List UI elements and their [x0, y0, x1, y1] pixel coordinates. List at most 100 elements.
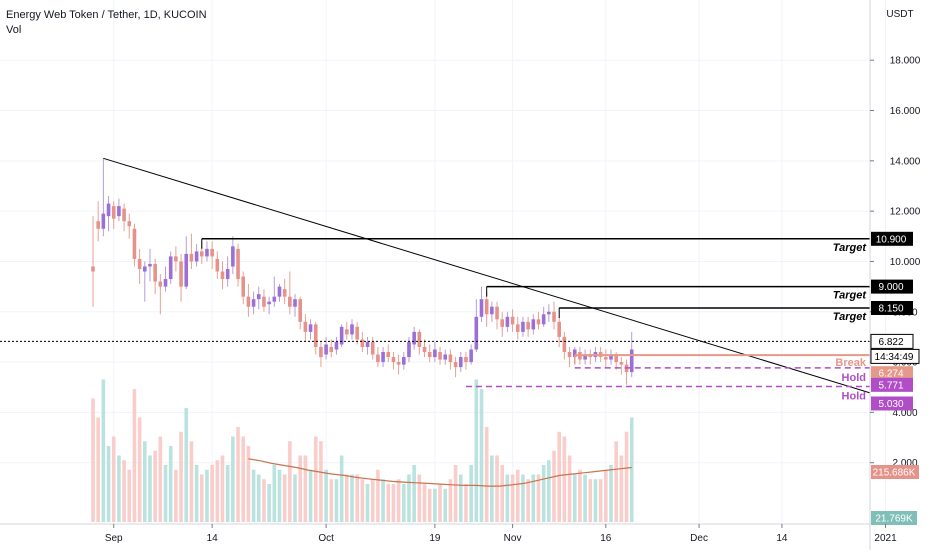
- candle-body: [505, 316, 510, 327]
- candle-body: [355, 326, 359, 340]
- volume-bar: [541, 465, 546, 522]
- candle-body: [231, 246, 235, 267]
- x-tick-label: 14: [776, 533, 788, 544]
- candle: [122, 203, 126, 232]
- volume-bar: [552, 450, 556, 522]
- candle-body: [557, 321, 561, 337]
- volume-bar: [163, 465, 168, 522]
- volume-bar: [241, 436, 246, 522]
- target-price-tag: [871, 279, 913, 294]
- candle-body: [391, 357, 396, 363]
- candle-body: [256, 294, 261, 300]
- volume-bar: [132, 389, 137, 522]
- volume-bar: [510, 474, 515, 522]
- volume-bar: [122, 460, 126, 522]
- hold-price-tag: [871, 396, 913, 411]
- candle-body: [484, 299, 489, 315]
- candle-body: [251, 299, 256, 307]
- candle: [137, 248, 142, 285]
- candle: [319, 341, 323, 368]
- volume-bar: [225, 465, 230, 522]
- price-axis[interactable]: USDT18.00016.00014.00012.00010.0008.0006…: [869, 0, 921, 550]
- candle-body: [604, 357, 608, 360]
- candle-body: [153, 263, 157, 282]
- volume-bar: [267, 484, 271, 522]
- volume-bar: [453, 465, 458, 522]
- symbol-title[interactable]: Energy Web Token / Tether, 1D, KUCOIN: [6, 9, 207, 21]
- volume-bar: [210, 465, 214, 522]
- candle: [293, 294, 297, 317]
- candle-body: [91, 266, 95, 272]
- candle-body: [246, 296, 251, 307]
- candle-body: [350, 324, 354, 335]
- volume-bar: [205, 469, 209, 522]
- candle: [210, 241, 214, 269]
- candle: [422, 339, 427, 358]
- candle-body: [282, 289, 287, 297]
- candle-body: [510, 316, 515, 325]
- volume-bar: [614, 441, 618, 522]
- y-tick-label: 4.000: [892, 408, 917, 419]
- volume-bar: [500, 465, 505, 522]
- target-label: Target: [833, 311, 868, 323]
- candle: [334, 336, 339, 355]
- candle: [282, 279, 287, 305]
- volume-bar: [484, 427, 489, 522]
- candle: [604, 349, 608, 368]
- candle: [308, 319, 313, 340]
- candle: [541, 306, 546, 327]
- candle-body: [402, 357, 406, 365]
- volume-bar: [557, 431, 561, 522]
- x-tick-label: Oct: [318, 533, 334, 544]
- candle-body: [433, 349, 437, 358]
- candle: [526, 316, 530, 337]
- candle: [536, 311, 541, 330]
- y-tick-label: 2.000: [892, 458, 917, 469]
- candle-body: [127, 221, 132, 227]
- candle: [443, 349, 448, 365]
- candle-body: [334, 341, 339, 350]
- candle-body: [609, 354, 613, 360]
- volume-bar: [282, 474, 287, 522]
- candle-body: [345, 329, 349, 335]
- candle: [91, 216, 95, 307]
- x-tick-label: 16: [600, 533, 612, 544]
- target-label: Target: [833, 290, 868, 302]
- candle-body: [117, 206, 121, 217]
- candle: [111, 201, 116, 229]
- candle: [484, 291, 489, 327]
- candle: [350, 319, 354, 340]
- candle: [391, 352, 396, 370]
- candle-body: [479, 299, 484, 317]
- volume-bar: [593, 479, 598, 522]
- candle: [583, 349, 587, 365]
- candle: [515, 316, 520, 340]
- volume-bar: [562, 436, 567, 522]
- volume-bar: [350, 474, 354, 522]
- volume-bar: [251, 469, 256, 522]
- candle-body: [267, 301, 271, 305]
- annotations: Target Target Target Break Hold Hold: [0, 157, 871, 402]
- volume-bar: [148, 455, 152, 522]
- candle-body: [158, 281, 163, 287]
- time-axis[interactable]: Sep14Oct19Nov16Dec14202118: [0, 523, 932, 544]
- target-price-label: 10.900: [876, 234, 907, 245]
- candle-body: [552, 311, 556, 322]
- volume-bar: [443, 488, 448, 522]
- candle-body: [536, 319, 541, 325]
- candle-body: [236, 248, 240, 280]
- candle-body: [324, 344, 328, 355]
- volume-last-tag: [871, 511, 917, 525]
- candle: [458, 352, 463, 373]
- candle-body: [215, 258, 220, 272]
- candle: [557, 316, 561, 347]
- volume-bar: [179, 431, 183, 522]
- candle: [381, 346, 385, 368]
- candle: [101, 158, 106, 237]
- candle: [272, 276, 277, 307]
- break-price-tag: [871, 366, 913, 381]
- volume-bar: [588, 479, 593, 522]
- volume-bar: [184, 408, 189, 522]
